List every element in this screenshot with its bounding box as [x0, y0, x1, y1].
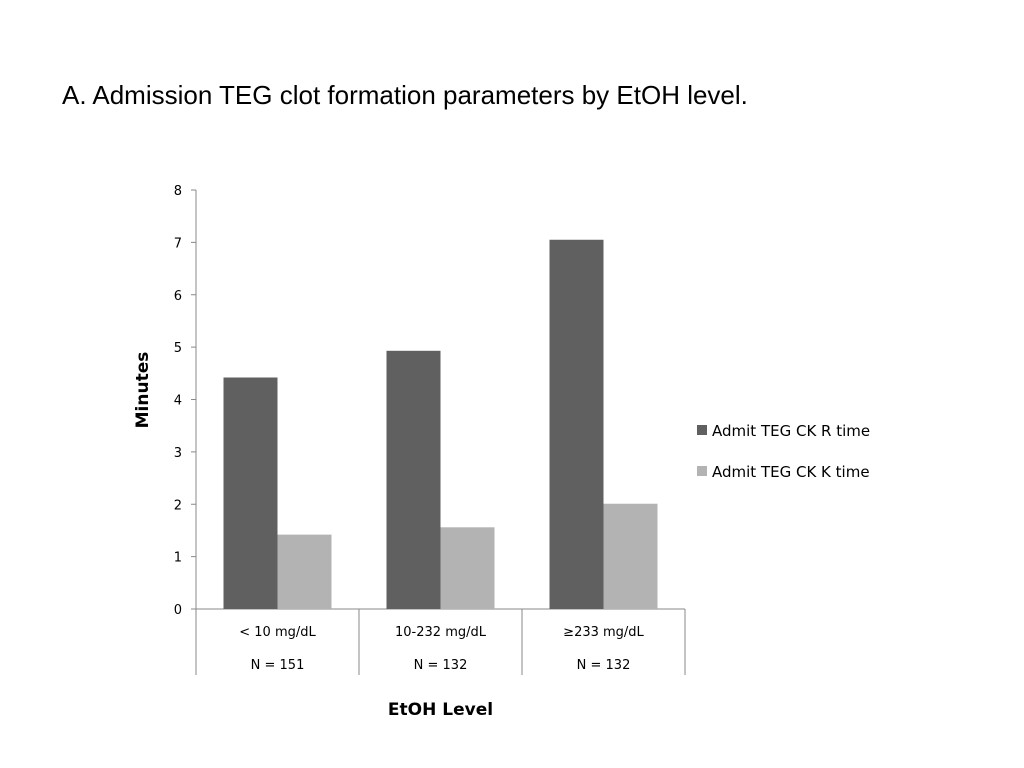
y-tick-label: 7: [174, 236, 182, 251]
bar-k-time: [440, 527, 495, 609]
category-count-label: N = 151: [251, 658, 305, 673]
slide-title: A. Admission TEG clot formation paramete…: [62, 80, 748, 110]
category-label: < 10 mg/dL: [239, 625, 316, 640]
y-tick-label: 6: [174, 289, 182, 304]
y-tick-label: 4: [174, 394, 182, 409]
bars: [223, 239, 658, 609]
category-count-label: N = 132: [414, 658, 468, 673]
legend-swatch: [697, 466, 707, 476]
y-axis-title: Minutes: [133, 352, 153, 429]
legend-label: Admit TEG CK R time: [712, 422, 870, 440]
x-axis-title: EtOH Level: [388, 700, 493, 720]
bar-k-time: [277, 534, 332, 609]
y-tick-label: 1: [174, 551, 182, 566]
y-tick-label: 2: [174, 498, 182, 513]
category-count-label: N = 132: [577, 658, 631, 673]
y-tick-label: 5: [174, 341, 182, 356]
legend-swatch: [697, 425, 707, 435]
y-tick-label: 3: [174, 446, 182, 461]
y-tick-label: 8: [174, 184, 182, 199]
category-label: 10-232 mg/dL: [395, 625, 487, 640]
legend-label: Admit TEG CK K time: [712, 463, 870, 481]
category-label: ≥233 mg/dL: [563, 625, 644, 640]
bar-r-time: [386, 350, 441, 609]
legend: Admit TEG CK R time Admit TEG CK K time: [697, 422, 870, 481]
labels: 0 1 2 3 4 5 6 7 8 < 10 mg/dL N = 151 10-232 mg/dL N …: [133, 184, 645, 720]
bar-r-time: [223, 377, 278, 609]
bar-k-time: [603, 503, 658, 609]
y-tick-label: 0: [174, 603, 182, 618]
bar-r-time: [549, 239, 604, 609]
